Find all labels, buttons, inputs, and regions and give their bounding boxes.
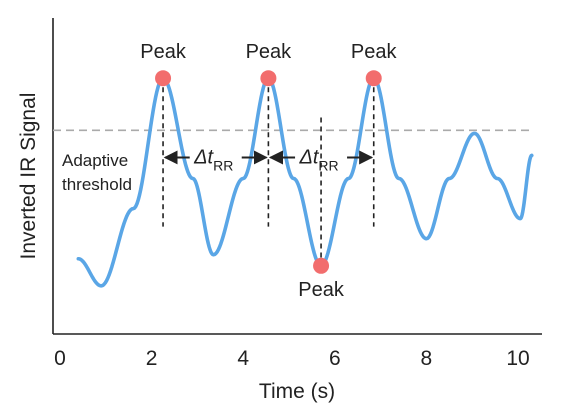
rr-label-main: Δt xyxy=(193,146,214,168)
threshold-label-line-1: Adaptive xyxy=(62,151,128,170)
x-tick-label-3: 6 xyxy=(329,347,341,370)
peak-marker-2 xyxy=(313,257,330,274)
peak-markers: Peak Peak Peak Peak xyxy=(140,41,397,301)
peak-marker-1 xyxy=(260,70,277,87)
x-tick-label-5: 10 xyxy=(506,347,529,370)
peak-label-2: Peak xyxy=(298,279,345,301)
x-tick-label-0: 0 xyxy=(54,347,66,370)
interval-guides xyxy=(162,78,375,266)
rr-label-1: ΔtRR xyxy=(298,146,338,173)
signal-layer xyxy=(76,76,534,288)
x-tick-label-2: 4 xyxy=(237,347,249,370)
interval-arrows: ΔtRR ΔtRR xyxy=(163,146,374,173)
peak-marker-3 xyxy=(365,70,382,87)
x-tick-label-4: 8 xyxy=(421,347,433,370)
peak-label-3: Peak xyxy=(351,41,398,63)
rr-label-0: ΔtRR xyxy=(193,146,233,173)
x-axis-title: Time (s) xyxy=(259,380,335,403)
peak-label-0: Peak xyxy=(140,41,187,63)
peak-marker-0 xyxy=(155,70,172,87)
rr-label-subscript: RR xyxy=(213,157,233,173)
y-axis-title: Inverted IR Signal xyxy=(17,93,40,260)
signal-line-0 xyxy=(76,76,534,288)
peak-label-1: Peak xyxy=(246,41,293,63)
rr-label-subscript: RR xyxy=(318,157,338,173)
threshold-layer: Adaptive threshold xyxy=(53,129,530,194)
x-tick-label-1: 2 xyxy=(146,347,158,370)
threshold-label-line-2: threshold xyxy=(62,175,132,194)
plot-area xyxy=(52,18,542,335)
x-tick-labels: 0 2 4 6 8 10 xyxy=(54,347,530,370)
rr-label-main: Δt xyxy=(298,146,319,168)
